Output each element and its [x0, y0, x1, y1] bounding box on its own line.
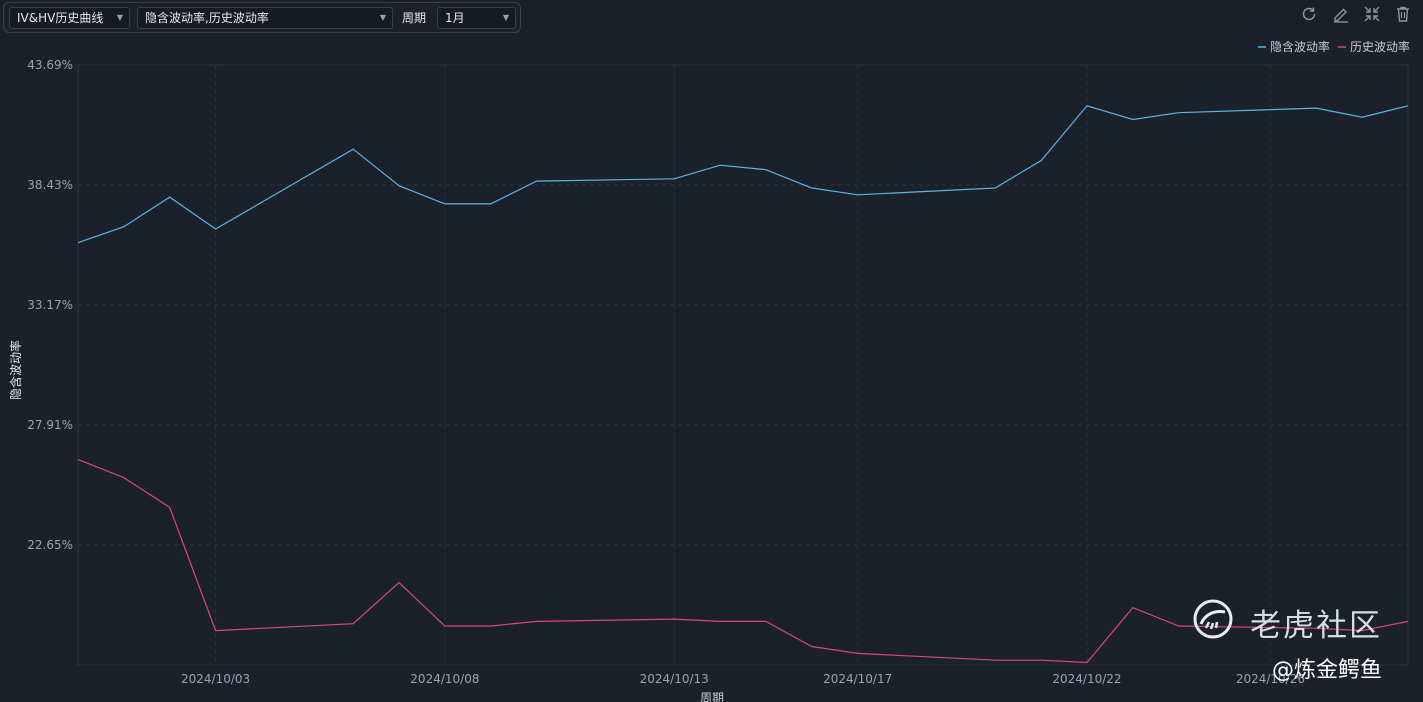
edit-icon[interactable]: [1332, 5, 1350, 23]
refresh-icon[interactable]: [1300, 5, 1318, 23]
period-select[interactable]: 1月 ▼: [437, 7, 516, 29]
tiger-logo: [1193, 599, 1233, 639]
y-tick-label: 27.91%: [27, 418, 73, 432]
chart-controls: IV&HV历史曲线 ▼ 隐含波动率,历史波动率 ▼ 周期 1月 ▼: [3, 2, 521, 33]
x-tick-label: 2024/10/26: [1236, 672, 1305, 686]
toolbar: IV&HV历史曲线 ▼ 隐含波动率,历史波动率 ▼ 周期 1月 ▼: [0, 0, 1423, 33]
x-axis: 2024/10/03 2024/10/08 2024/10/13 2024/10/17…: [181, 672, 1305, 686]
plot-area-border: [77, 64, 1409, 666]
legend-item[interactable]: 隐含波动率: [1270, 39, 1330, 54]
period-select-value: 1月: [445, 11, 465, 25]
series-lines: [77, 105, 1409, 664]
series-select[interactable]: 隐含波动率,历史波动率 ▼: [137, 7, 393, 29]
chart-type-select-value: IV&HV历史曲线: [17, 11, 104, 25]
series-line-hv[interactable]: [77, 458, 1409, 664]
watermark-brand: 老虎社区: [1250, 608, 1382, 644]
delete-icon[interactable]: [1394, 5, 1412, 23]
x-tick-label: 2024/10/13: [640, 672, 709, 686]
grid-lines: [77, 64, 1409, 666]
chart-type-select[interactable]: IV&HV历史曲线 ▼: [9, 7, 130, 29]
watermark-author: @炼金鳄鱼: [1272, 658, 1383, 683]
x-axis-label: 周期: [700, 691, 724, 702]
x-tick-label: 2024/10/08: [410, 672, 479, 686]
chevron-down-icon: ▼: [379, 13, 386, 22]
collapse-icon[interactable]: [1363, 5, 1381, 23]
y-tick-label: 33.17%: [27, 298, 73, 312]
watermark: 老虎社区: [1190, 596, 1410, 644]
series-select-value: 隐含波动率,历史波动率: [145, 11, 269, 25]
x-tick-label: 2024/10/17: [823, 672, 892, 686]
y-axis: 43.69% 38.43% 33.17% 27.91% 22.65%: [27, 58, 73, 552]
chevron-down-icon: ▼: [502, 13, 509, 22]
y-tick-label: 43.69%: [27, 58, 73, 72]
x-tick-label: 2024/10/22: [1052, 672, 1121, 686]
period-label: 周期: [402, 11, 427, 25]
y-axis-label: 隐含波动率: [8, 340, 23, 400]
legend-item[interactable]: 历史波动率: [1350, 39, 1410, 54]
y-tick-label: 22.65%: [27, 538, 73, 552]
x-tick-label: 2024/10/03: [181, 672, 250, 686]
series-line-iv[interactable]: [77, 105, 1409, 244]
legend: 隐含波动率 历史波动率: [1258, 39, 1410, 54]
y-tick-label: 38.43%: [27, 178, 73, 192]
chevron-down-icon: ▼: [116, 13, 123, 22]
